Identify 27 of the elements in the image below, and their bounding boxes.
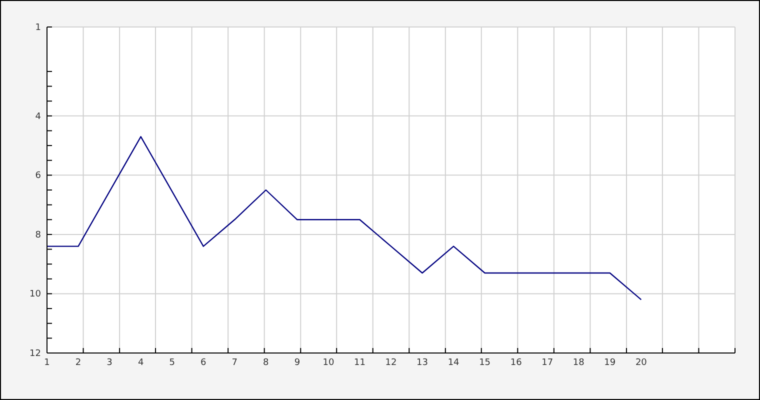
x-tick-label: 16 [510, 358, 522, 368]
x-tick-label: 9 [294, 358, 300, 368]
y-tick-label: 4 [35, 112, 42, 122]
x-tick-label: 3 [106, 358, 112, 368]
x-tick-label: 20 [635, 358, 648, 368]
line-series [46, 136, 642, 300]
x-tick-label: 10 [322, 358, 334, 368]
x-tick-label: 18 [572, 358, 585, 368]
x-tick-label: 19 [604, 358, 616, 368]
y-tick-label: 8 [35, 230, 42, 240]
y-tick-label: 12 [30, 349, 41, 359]
x-tick-label: 7 [232, 358, 238, 368]
x-tick-label: 14 [448, 358, 460, 368]
x-tick-label: 17 [542, 358, 554, 368]
x-tick-label: 12 [385, 358, 397, 368]
x-tick-label: 2 [75, 358, 82, 368]
x-tick-label: 4 [138, 358, 144, 368]
x-tick-label: 8 [263, 358, 270, 368]
x-tick-label: 11 [354, 358, 366, 368]
x-tick-label: 13 [416, 358, 428, 368]
x-tick-label: 15 [479, 358, 491, 368]
y-tick-label: 6 [35, 171, 42, 182]
y-tick-label: 10 [30, 290, 42, 300]
x-tick-label: 5 [169, 358, 175, 368]
x-tick-label: 6 [200, 358, 206, 368]
x-tick-label: 1 [44, 358, 50, 368]
y-tick-label: 1 [35, 23, 41, 33]
